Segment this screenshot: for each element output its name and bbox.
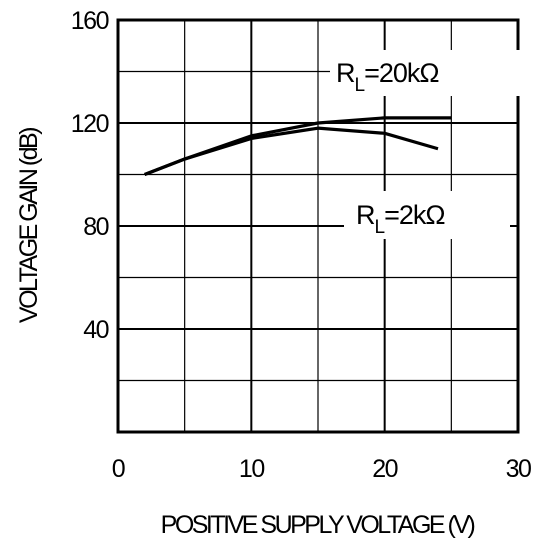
x-tick-label: 10	[239, 455, 264, 483]
y-tick-label: 40	[83, 316, 108, 344]
x-tick-label: 30	[506, 455, 531, 483]
y-tick-label: 120	[71, 110, 109, 138]
plot-frame	[116, 18, 520, 434]
annotation-rl-20k-label: RL=20kΩ	[336, 58, 439, 96]
annotation-rl-20k-background	[330, 50, 522, 96]
annotation-rl-2k: RL=2kΩ	[344, 191, 510, 239]
y-tick-label: 80	[83, 213, 108, 241]
tick-labels: 0 10 20 30 40 80 120 160	[71, 7, 533, 483]
x-tick-label: 20	[372, 455, 397, 483]
annotation-rl-2k-background	[344, 191, 510, 239]
series-line-rl-20k	[144, 116, 452, 176]
annotation-rl-20k: RL=20kΩ	[330, 50, 522, 96]
y-axis-title: VOLTAGE GAIN (dB)	[15, 128, 43, 323]
data-series	[144, 116, 452, 176]
annotation-rl-2k-label: RL=2kΩ	[356, 200, 445, 238]
x-axis-title: POSITIVE SUPPLY VOLTAGE (V)	[161, 511, 475, 539]
x-tick-label: 0	[112, 455, 125, 483]
series-line-rl-2k	[144, 126, 439, 176]
y-tick-label: 160	[71, 7, 109, 35]
